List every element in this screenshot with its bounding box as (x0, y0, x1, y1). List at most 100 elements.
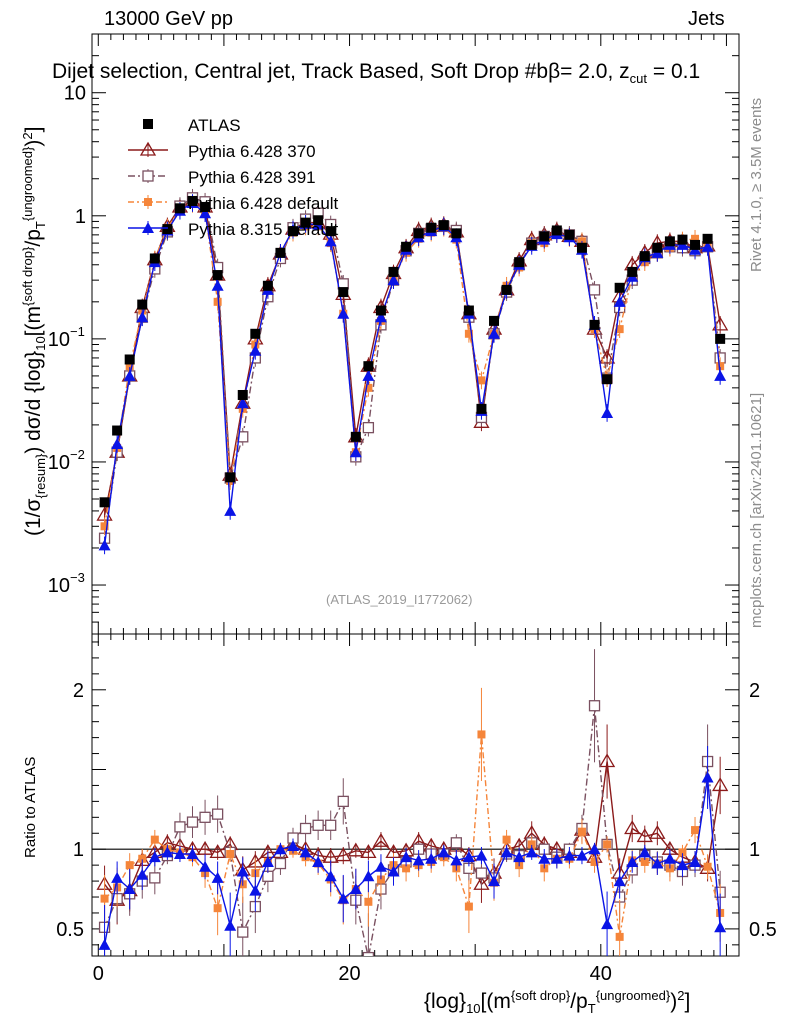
point-atlas (338, 287, 349, 298)
ratio-point-pdef (402, 864, 411, 873)
point-p8 (211, 279, 224, 291)
point-atlas (388, 266, 399, 277)
ratio-point-p8 (613, 875, 626, 887)
point-atlas (300, 217, 311, 228)
point-p8 (136, 311, 149, 323)
x-tick-label: 0 (93, 963, 104, 985)
point-p8 (362, 369, 375, 381)
point-pdef (213, 297, 222, 306)
x-axis-label: {log}10[(m{soft drop}/pT{ungroomed})2] (424, 988, 691, 1017)
ratio-point-pdef (150, 835, 159, 844)
main-series-group (96, 188, 729, 555)
point-pdef (477, 376, 486, 385)
ratio-point-p8 (98, 938, 111, 950)
y-tick-exponent-main: −2 (70, 447, 85, 462)
ratio-point-p8 (437, 846, 450, 858)
legend-marker-pdef (144, 198, 152, 206)
ratio-point-p391 (588, 700, 601, 712)
ratio-point-p8 (575, 849, 588, 861)
point-atlas (137, 299, 148, 310)
analysis-watermark: (ATLAS_2019_I1772062) (326, 592, 473, 607)
ratio-series-group (96, 649, 729, 956)
ratio-point-p8 (651, 857, 664, 869)
process-label: 13000 GeV pp (104, 8, 233, 30)
ratio-point-p8 (374, 860, 387, 872)
point-atlas (602, 374, 613, 385)
point-p8 (337, 307, 350, 319)
ratio-point-p8 (199, 860, 212, 872)
point-atlas (526, 239, 537, 250)
point-atlas (162, 224, 173, 235)
ratio-point-p391 (299, 822, 312, 835)
point-atlas (501, 284, 512, 295)
ratio-point-p370 (636, 828, 653, 843)
ratio-point-p8 (601, 918, 614, 930)
ratio-point-pdef (477, 730, 486, 739)
point-pdef (716, 362, 725, 371)
ratio-point-p8 (337, 892, 350, 904)
ratio-point-p8 (626, 855, 639, 867)
point-atlas (463, 305, 474, 316)
y-tick-label-ratio: 1 (73, 839, 84, 861)
title-selection: Dijet selection, Central jet, Track Base… (52, 60, 549, 83)
legend-label-pdef: Pythia 6.428 default (188, 194, 339, 213)
point-atlas (589, 319, 600, 330)
point-atlas (715, 333, 726, 344)
ratio-point-p8 (299, 846, 312, 858)
point-p8 (714, 369, 727, 381)
ratio-line-p391 (103, 705, 721, 956)
ratio-point-p370 (598, 753, 616, 768)
ratio-point-p370 (209, 844, 226, 859)
title-zcut-sub: cut (629, 71, 648, 87)
point-pdef (615, 325, 624, 334)
point-atlas (262, 280, 273, 291)
ratio-point-p8 (701, 771, 714, 783)
ratio-point-p391 (149, 872, 161, 884)
ratio-plot-frame (91, 633, 740, 957)
point-atlas (375, 305, 386, 316)
ratio-point-p391 (199, 811, 211, 823)
legend-label-p391: Pythia 6.428 391 (188, 168, 316, 187)
point-atlas (401, 241, 412, 252)
point-atlas (514, 257, 525, 268)
y-axis-label-main: (1/σ{resum}) dσ/d {log}10[(m{soft drop}/… (20, 126, 49, 536)
point-p8 (249, 344, 262, 356)
ratio-point-p8 (186, 847, 199, 859)
ratio-point-p8 (689, 855, 702, 867)
point-atlas (149, 253, 160, 264)
point-atlas (664, 236, 675, 247)
x-tick-label: 20 (338, 963, 360, 985)
point-atlas (174, 203, 185, 214)
ratio-point-p8 (550, 852, 563, 864)
ratio-point-p8 (663, 852, 676, 864)
ratio-point-p391 (337, 795, 349, 808)
ratio-point-pdef (138, 854, 147, 863)
ratio-point-p370 (196, 840, 214, 855)
ratio-point-p8 (123, 883, 136, 895)
ratio-point-p391 (211, 808, 224, 820)
ratio-point-p8 (362, 870, 375, 882)
y-tick-label-ratio-right: 0.5 (749, 919, 777, 941)
point-p8 (123, 369, 136, 381)
y-tick-label-main: 1 (75, 206, 86, 228)
point-atlas (124, 354, 135, 365)
ratio-point-p391 (237, 926, 249, 938)
ratio-point-p370 (347, 842, 364, 857)
legend-marker-p391 (142, 170, 154, 182)
point-atlas (551, 225, 562, 236)
ratio-point-p8 (563, 849, 576, 861)
ratio-point-p370 (360, 844, 377, 859)
ratio-point-p8 (274, 843, 287, 855)
ratio-point-p391 (362, 951, 375, 956)
point-p8 (613, 295, 626, 307)
ratio-point-p8 (249, 884, 262, 896)
point-p8 (374, 311, 387, 323)
ratio-point-p391 (475, 867, 488, 879)
point-atlas (275, 247, 286, 258)
point-atlas (564, 229, 575, 240)
ratio-point-p370 (372, 832, 390, 847)
ratio-point-pdef (678, 848, 687, 857)
point-atlas (99, 497, 110, 508)
ratio-point-pdef (577, 827, 586, 836)
point-p8 (224, 504, 237, 516)
